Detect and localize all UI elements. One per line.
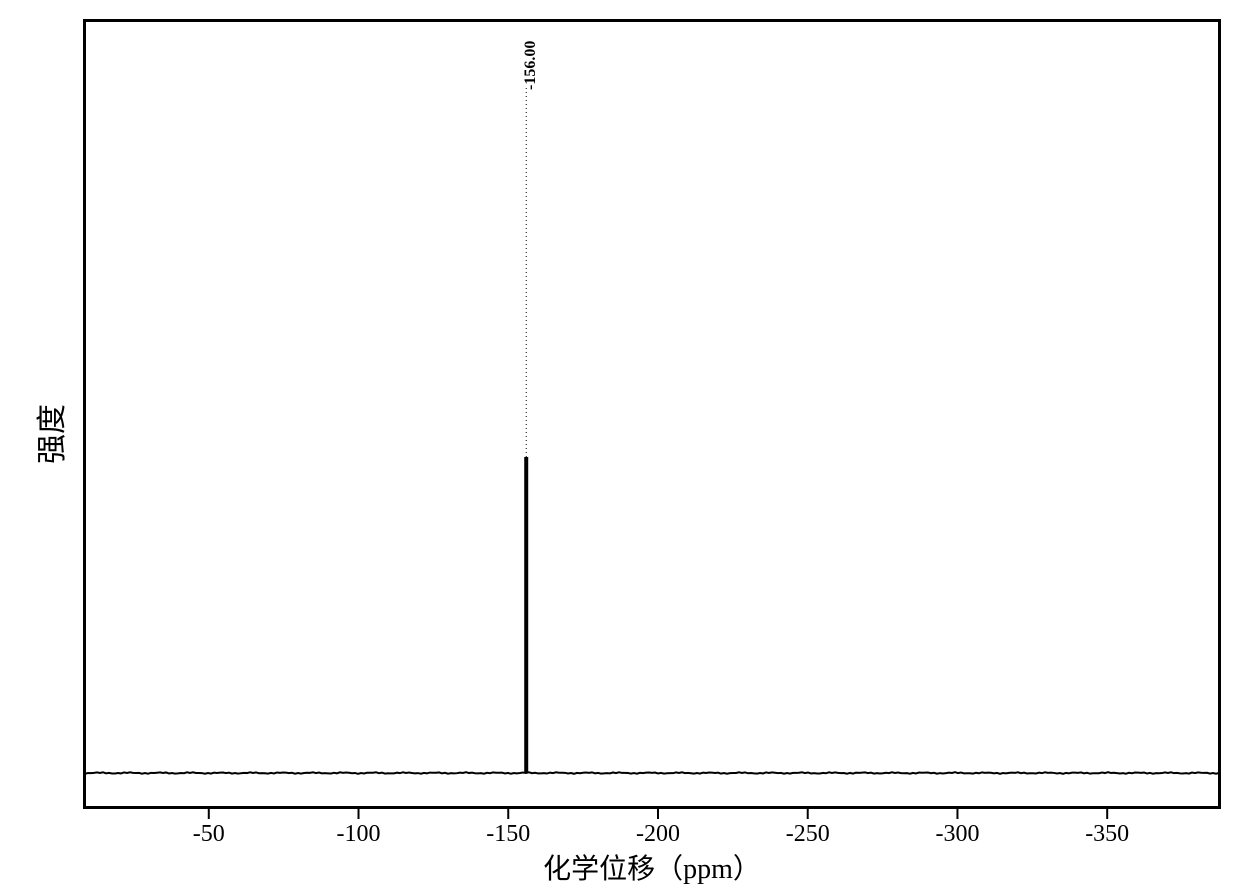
- x-tick-label: -250: [768, 821, 848, 848]
- x-axis-label: 化学位移（ppm）: [452, 847, 852, 887]
- x-tick-label: -100: [319, 821, 399, 848]
- x-tick-label: -200: [618, 821, 698, 848]
- y-axis-label: 强度: [27, 404, 71, 464]
- nmr-spectrum-figure: 强度 化学位移（ppm） -156.00 -50 -100 -150 -200 -250…: [0, 0, 1240, 888]
- x-tick-label: -300: [917, 821, 997, 848]
- peak-label: -156.00: [522, 41, 540, 90]
- x-tick-label: -150: [468, 821, 548, 848]
- x-tick-label: -350: [1067, 821, 1147, 848]
- x-tick-label: -50: [169, 821, 249, 848]
- spectrum-svg: [0, 0, 1240, 888]
